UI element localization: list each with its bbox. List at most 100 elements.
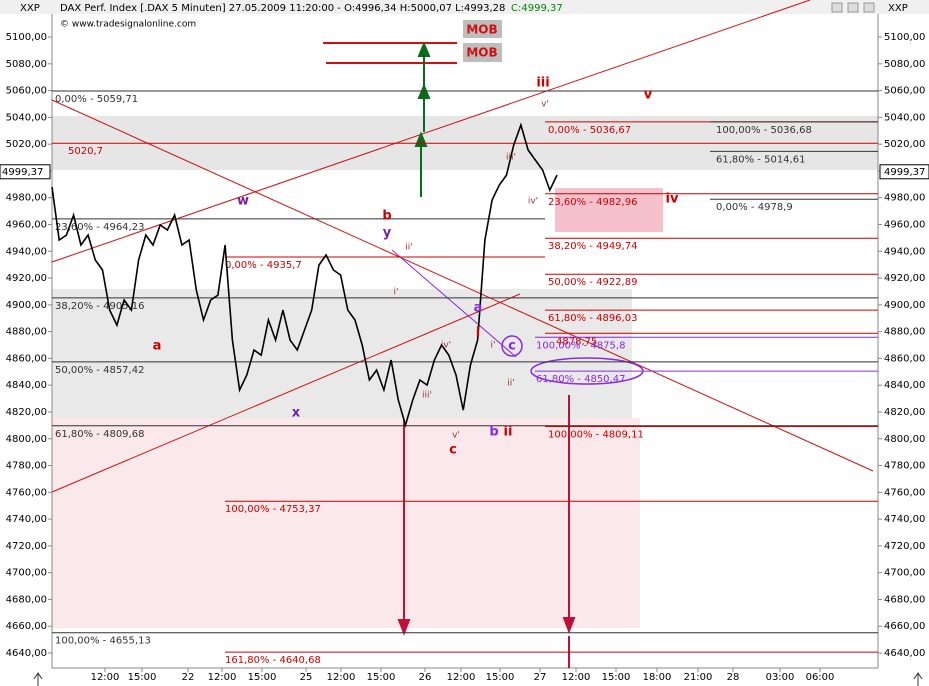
close-price: C:4999,37 <box>511 3 563 14</box>
y-tick-label: 4800,00 <box>6 434 47 445</box>
y-tick-label: 4920,00 <box>884 273 925 284</box>
scroll-icon[interactable] <box>33 672 923 686</box>
y-tick-label: 5080,00 <box>884 59 925 70</box>
price-tag <box>0 164 51 180</box>
wave-label: i' <box>394 288 399 298</box>
zone <box>52 289 632 418</box>
x-tick-label: 27 <box>534 672 547 683</box>
level-label: 23,60% - 4964,23 <box>55 222 144 233</box>
y-tick-label: 4820,00 <box>6 407 47 418</box>
level-label: 0,00% - 4935,7 <box>225 260 302 271</box>
y-tick-label: 4920,00 <box>6 273 47 284</box>
y-tick-label: 4940,00 <box>6 246 47 257</box>
y-tick-label: 4900,00 <box>6 300 47 311</box>
y-tick-label: 4820,00 <box>884 407 925 418</box>
symbol: XXP <box>888 3 908 14</box>
y-tick-label: 4980,00 <box>884 193 925 204</box>
level-label: 0,00% - 4978,9 <box>716 202 793 213</box>
y-tick-label: 4800,00 <box>884 434 925 445</box>
price-line <box>51 122 558 428</box>
level-label: 100,00% - 4875,8 <box>536 340 625 351</box>
x-tick-label: 18:00 <box>643 672 672 683</box>
y-tick-label: 4760,00 <box>6 487 47 498</box>
wave-label: b <box>489 425 498 440</box>
wave-label: iv' <box>441 341 451 351</box>
level-label: 100,00% - 4655,13 <box>55 636 151 647</box>
x-tick-label: 06:00 <box>806 672 835 683</box>
highlight <box>501 335 523 357</box>
level-label: 4878,75 <box>556 336 597 347</box>
mob-label: MOB <box>466 46 497 60</box>
level-label: 23,60% - 4982,96 <box>548 197 637 208</box>
level-label: 50,00% - 4922,89 <box>548 277 637 288</box>
y-tick-label: 4880,00 <box>6 327 47 338</box>
zone <box>52 418 640 628</box>
mob-label: MOB <box>466 23 497 37</box>
y-tick-label: 5020,00 <box>6 139 47 150</box>
y-tick-label: 5100,00 <box>6 32 47 43</box>
level-label: 100,00% - 4753,37 <box>225 504 321 515</box>
y-tick-label: 4760,00 <box>884 487 925 498</box>
wave-label: c <box>449 443 457 458</box>
level-label: 50,00% - 4857,42 <box>55 365 144 376</box>
trend-lines <box>51 0 874 493</box>
level-label: 61,80% - 4809,68 <box>55 429 144 440</box>
wave-label: iii' <box>422 391 432 401</box>
wave-label: a <box>474 301 483 316</box>
level-label: 38,20% - 4905,16 <box>55 301 144 312</box>
wave-label: i <box>476 326 480 341</box>
y-tick-label: 4700,00 <box>6 568 47 579</box>
level-label: 61,80% - 4896,03 <box>548 313 637 324</box>
y-tick-label: 4860,00 <box>6 353 47 364</box>
x-tick-label: 28 <box>727 672 740 683</box>
window-buttons[interactable] <box>831 2 875 13</box>
y-tick-label: 4780,00 <box>6 461 47 472</box>
mob-box <box>463 43 502 62</box>
y-tick-label: 4640,00 <box>6 648 47 659</box>
y-tick-label: 4680,00 <box>884 594 925 605</box>
y-tick-label: 5080,00 <box>6 59 47 70</box>
y-tick-label: 4720,00 <box>884 541 925 552</box>
chart-title: DAX Perf. Index [.DAX 5 Minuten] 27.05.2… <box>60 3 505 14</box>
price-tag-label: 4999,37 <box>2 167 43 178</box>
level-label: 161,80% - 4640,68 <box>225 655 321 666</box>
wave-label: ii' <box>507 379 514 389</box>
zone <box>555 188 663 232</box>
wave-label: ii' <box>405 243 412 253</box>
y-tick-label: 5040,00 <box>6 112 47 123</box>
price-tag <box>879 164 929 180</box>
source: © www.tradesignalonline.com <box>60 20 196 30</box>
y-tick-label: 5020,00 <box>884 139 925 150</box>
level-label: 100,00% - 5036,68 <box>716 125 812 136</box>
x-tick-label: 12:00 <box>91 672 120 683</box>
x-tick-label: 15:00 <box>486 672 515 683</box>
wave-label: v' <box>541 100 549 110</box>
x-tick-label: 26 <box>419 672 432 683</box>
y-tick-label: 4680,00 <box>6 594 47 605</box>
y-tick-label: 4740,00 <box>884 514 925 525</box>
y-tick-label: 4880,00 <box>884 327 925 338</box>
wave-label: w <box>237 194 249 209</box>
y-tick-label: 5040,00 <box>884 112 925 123</box>
level-label: 100,00% - 4809,11 <box>548 430 644 441</box>
x-tick-label: 12:00 <box>447 672 476 683</box>
x-tick-label: 12:00 <box>208 672 237 683</box>
mob-box <box>463 20 502 38</box>
level-label: 0,00% - 5036,67 <box>548 125 631 136</box>
wave-label: c <box>508 339 516 354</box>
wave-label: iv <box>666 192 679 207</box>
x-tick-label: 03:00 <box>766 672 795 683</box>
wave-label: i' <box>491 341 496 351</box>
y-tick-label: 4980,00 <box>6 193 47 204</box>
x-tick-label: 12:00 <box>327 672 356 683</box>
y-tick-label: 4840,00 <box>6 380 47 391</box>
wave-label: ii <box>504 425 513 440</box>
y-tick-label: 4660,00 <box>884 621 925 632</box>
wave-label: y <box>383 226 392 241</box>
wave-label: x <box>292 406 301 421</box>
y-tick-label: 5060,00 <box>6 86 47 97</box>
y-tick-label: 4780,00 <box>884 461 925 472</box>
y-tick-label: 5060,00 <box>884 86 925 97</box>
arrows <box>397 395 576 668</box>
